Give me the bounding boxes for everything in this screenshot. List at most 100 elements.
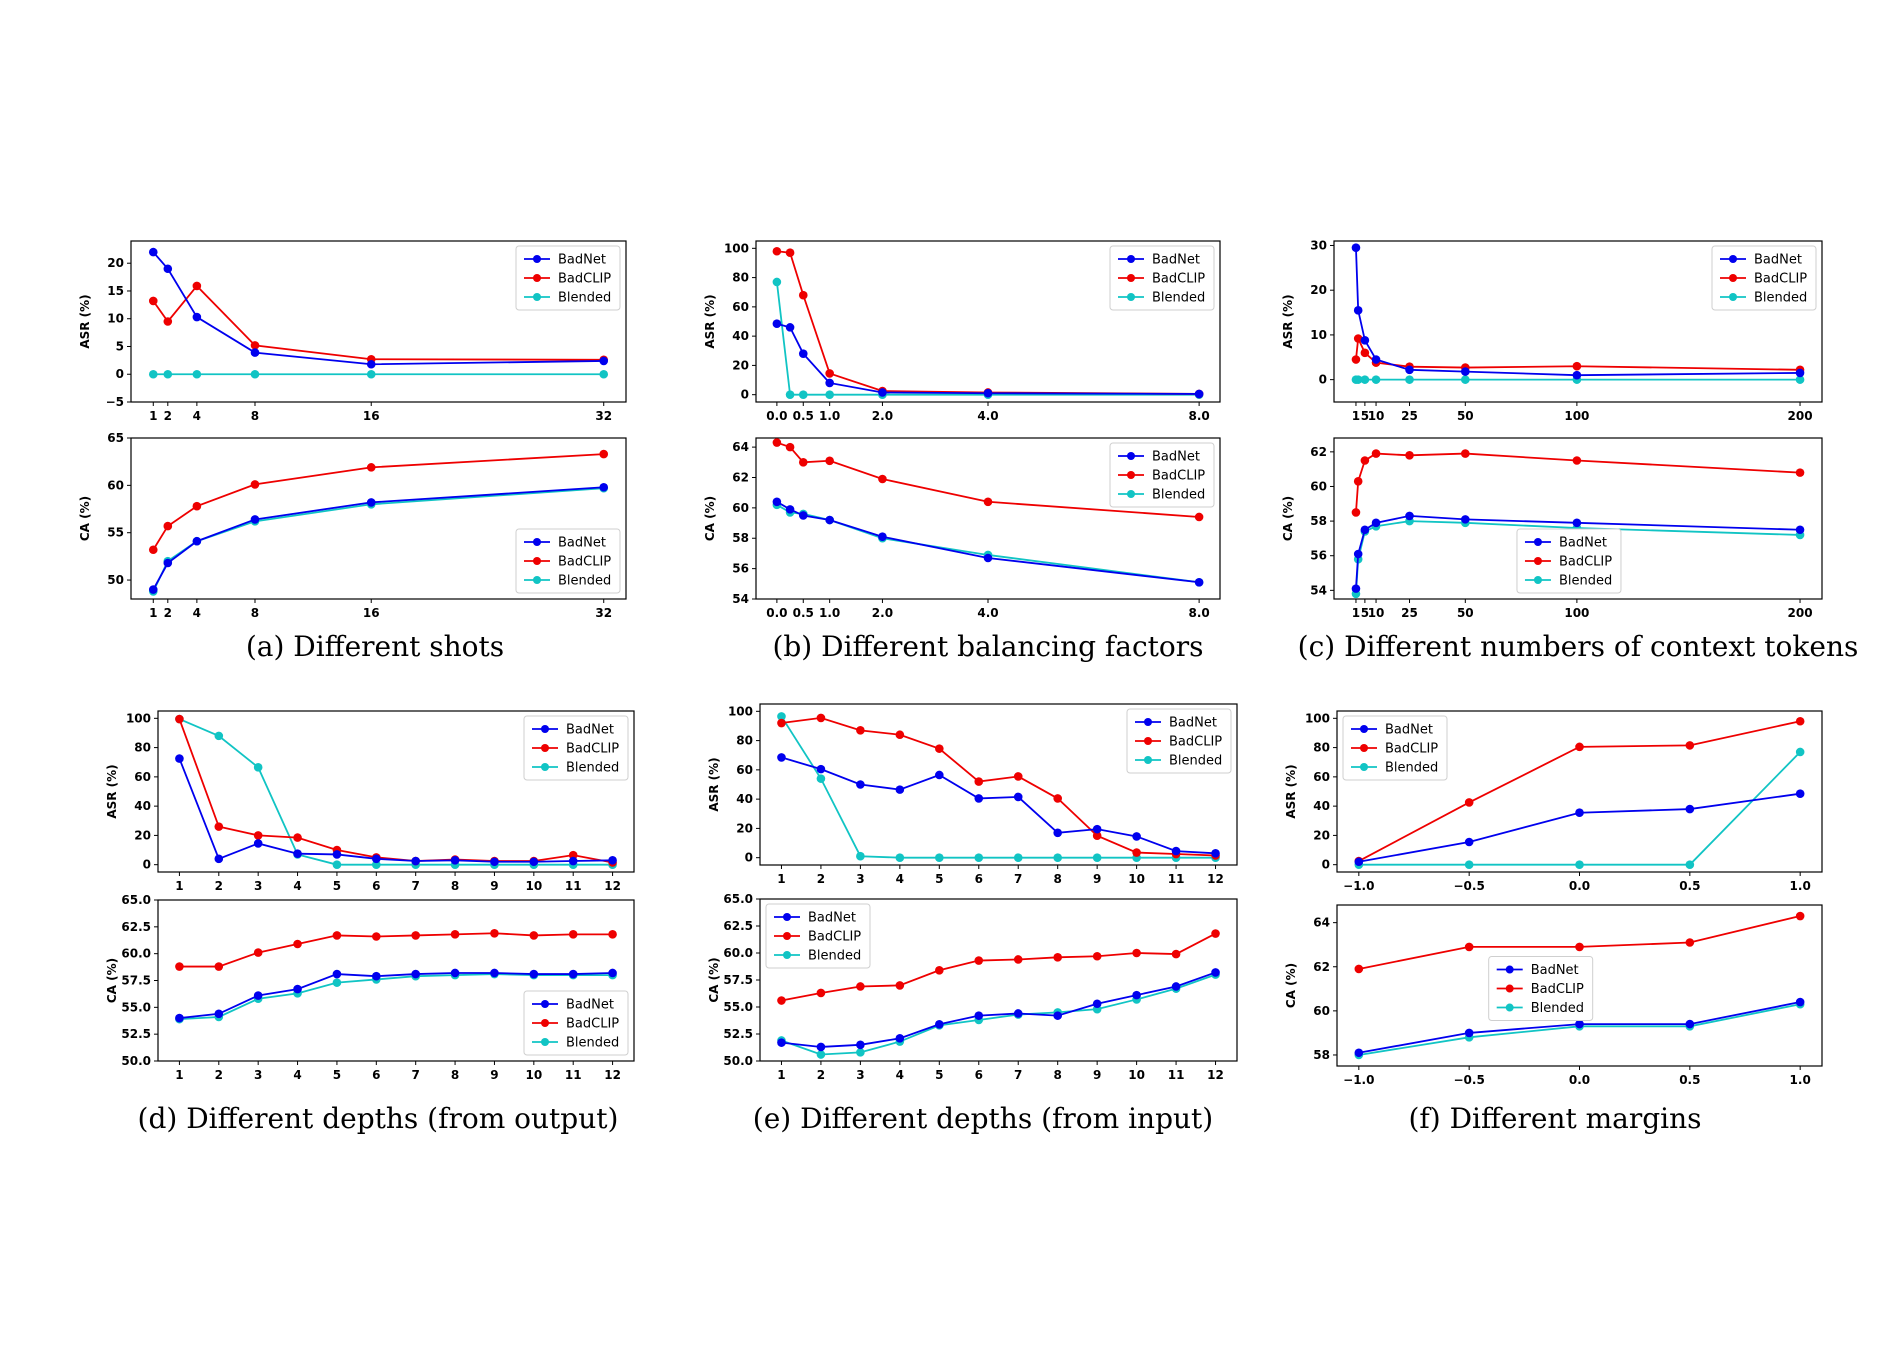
legend-box (1126, 708, 1232, 774)
data-point-badnet (856, 780, 865, 789)
series-line-blended (179, 718, 613, 866)
data-point-blended (825, 390, 834, 399)
data-point-badnet (293, 849, 302, 859)
data-point-badnet (816, 764, 826, 774)
data-point-badnet (1351, 584, 1361, 593)
data-point-badclip (974, 777, 984, 786)
y-tick-label: 0 (1319, 373, 1327, 387)
x-tick-label: 4 (293, 879, 301, 893)
y-tick-label: 0 (745, 851, 753, 865)
legend-box (523, 990, 629, 1056)
data-point-blended (1575, 860, 1584, 869)
series-line-badnet (1358, 792, 1801, 863)
data-point-badclip (1053, 794, 1062, 803)
data-point-badnet (599, 356, 609, 366)
data-point-badnet (175, 754, 184, 763)
plot-frame (157, 710, 635, 873)
data-point-badclip (935, 744, 944, 753)
data-point-badnet (366, 359, 376, 369)
data-point-badclip (1685, 938, 1695, 947)
legend-entry-label: BadNet (566, 998, 614, 1013)
data-point-badnet (148, 585, 158, 594)
y-tick-label: 0 (741, 388, 749, 402)
data-point-badnet (772, 319, 782, 328)
data-point-badclip (1132, 848, 1141, 857)
legend-marker-badclip (533, 274, 541, 282)
series-line-blended (781, 973, 1216, 1056)
legend-entry-label: BadCLIP (1169, 735, 1222, 750)
data-point-badclip (148, 296, 158, 306)
y-tick-label: 56 (732, 562, 749, 576)
legend-marker-badclip (1360, 744, 1368, 752)
y-tick-label: 20 (107, 256, 124, 270)
x-tick-label: 11 (565, 879, 582, 893)
y-tick-label: 55.0 (121, 1000, 151, 1014)
legend: BadNet BadCLIP Blended (1711, 245, 1817, 311)
x-tick-label: 3 (254, 1068, 262, 1082)
legend-marker-badclip (1127, 471, 1135, 479)
y-axis-label: CA (%) (105, 958, 119, 1003)
y-tick-label: 80 (134, 741, 151, 755)
x-tick-label: 8 (451, 1068, 459, 1082)
y-tick-label: 54 (1310, 583, 1327, 597)
x-tick-label: 2 (164, 409, 172, 423)
data-point-blended (1053, 853, 1062, 862)
legend-marker-badclip (541, 744, 549, 752)
x-tick-label: 12 (604, 879, 621, 893)
x-tick-label: 1.0 (819, 409, 840, 423)
data-point-badclip (214, 962, 224, 971)
data-point-blended (1461, 375, 1470, 384)
data-point-badnet (366, 498, 376, 507)
data-point-badclip (895, 981, 905, 990)
legend-entry-label: Blended (1531, 1001, 1584, 1016)
x-tick-label: 5 (935, 872, 943, 886)
y-tick-label: 65.0 (723, 892, 753, 906)
y-tick-label: 60 (107, 478, 124, 492)
x-tick-label: 10 (525, 1068, 542, 1082)
data-point-badnet (1795, 997, 1805, 1007)
legend-entry-label: Blended (1152, 291, 1205, 306)
data-point-badnet (1013, 792, 1023, 802)
data-point-badclip (1795, 468, 1805, 477)
series-line-badnet (1355, 247, 1801, 377)
x-tick-label: 11 (1168, 1068, 1185, 1082)
data-point-badnet (253, 991, 263, 1000)
data-point-badnet (490, 968, 499, 978)
legend-marker-badnet (541, 1000, 549, 1008)
y-axis-label: CA (%) (707, 957, 721, 1002)
legend-marker-badclip (1127, 274, 1135, 282)
y-tick-label: 80 (736, 734, 753, 748)
data-point-badnet (1575, 808, 1584, 818)
data-point-badnet (816, 1042, 826, 1052)
data-point-badnet (332, 969, 342, 979)
legend: BadNet BadCLIP Blended (515, 245, 621, 311)
legend-marker-blended (541, 1038, 549, 1046)
data-point-badclip (1795, 911, 1805, 921)
x-tick-label: 6 (372, 879, 380, 893)
series-line-blended (776, 504, 1200, 584)
y-tick-label: 58 (1313, 1048, 1330, 1062)
data-point-blended (1795, 375, 1805, 384)
data-point-badnet (253, 839, 263, 848)
y-tick-label: 52.5 (121, 1027, 151, 1041)
legend: BadNet BadCLIP Blended (1342, 715, 1448, 781)
x-tick-label: 1 (777, 1068, 785, 1082)
panel-2-chart-1: 54 56 58 60 62 1 510 25 50 100 200 CA (%) BadNet BadC… (1281, 437, 1823, 620)
data-point-badnet (856, 1040, 865, 1050)
x-tick-label: 4 (193, 606, 201, 620)
data-point-badnet (1171, 982, 1181, 991)
data-point-blended (1092, 853, 1102, 862)
data-point-badclip (785, 442, 795, 452)
data-point-badnet (895, 785, 905, 794)
x-tick-label: 0.0 (766, 409, 787, 423)
legend-marker-blended (533, 576, 541, 584)
legend-marker-blended (1127, 293, 1135, 301)
y-tick-label: 57.5 (121, 974, 151, 988)
y-tick-label: 10 (107, 312, 124, 326)
data-point-badnet (214, 1009, 224, 1019)
data-point-badnet (777, 1038, 786, 1047)
plot-frame (130, 240, 627, 403)
x-tick-label: 2 (817, 872, 825, 886)
